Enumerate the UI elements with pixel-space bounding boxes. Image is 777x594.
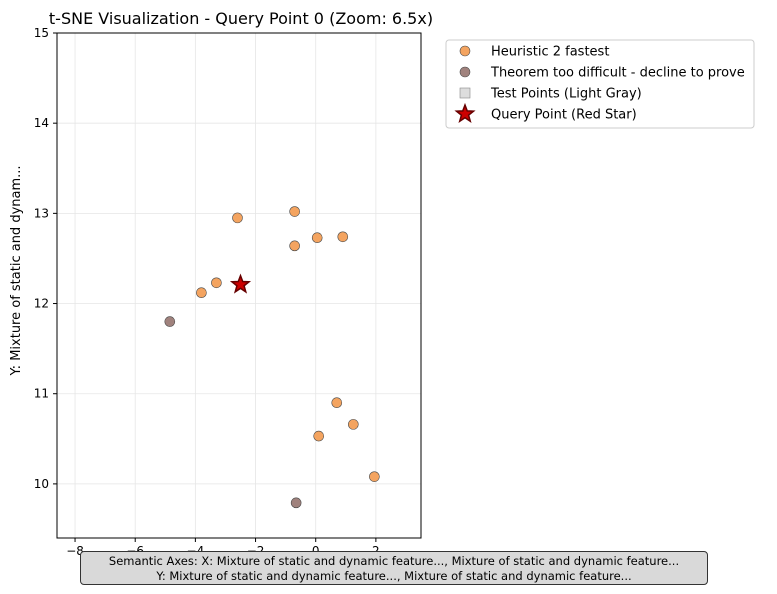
data-point	[211, 277, 222, 289]
data-point	[289, 206, 300, 217]
legend-star-marker	[454, 102, 476, 124]
data-point	[196, 287, 207, 299]
data-point	[164, 316, 176, 327]
y-axis-label: Y: Mixture of static and dynam...	[9, 165, 24, 376]
legend-circle-marker	[459, 66, 471, 78]
query-point-star	[229, 273, 252, 294]
legend-entry-label: Test Points (Light Gray)	[490, 87, 642, 102]
legend-entry-label: Query Point (Red Star)	[491, 108, 637, 123]
y-tick-label: 15	[34, 26, 49, 40]
legend-box	[445, 39, 755, 129]
caption-line-x: Semantic Axes: X: Mixture of static and …	[108, 554, 680, 568]
legend: Heuristic 2 fastest Theorem too difficult…	[445, 39, 755, 129]
y-tick-label: 12	[34, 297, 49, 311]
data-point	[313, 430, 325, 442]
data-point	[348, 419, 359, 430]
plot-frame	[56, 32, 422, 539]
legend-circle-marker	[459, 45, 471, 57]
data-point	[369, 471, 380, 482]
legend-square-marker	[459, 87, 471, 99]
semantic-axes-caption: Semantic Axes: X: Mixture of static and …	[80, 551, 708, 585]
y-tick-label: 11	[34, 387, 49, 401]
y-tick-label: 10	[34, 477, 49, 491]
data-point	[289, 240, 300, 252]
x-tick-label: −8	[66, 544, 84, 558]
data-point	[337, 231, 349, 243]
axis-ticks: −8−6−4−202101112131415	[34, 26, 380, 558]
data-point	[232, 212, 243, 224]
legend-entry-label: Theorem too difficult - decline to prove	[490, 66, 745, 81]
caption-line-y: Y: Mixture of static and dynamic feature…	[156, 569, 632, 583]
data-points	[164, 206, 380, 509]
legend-entry-label: Heuristic 2 fastest	[491, 45, 609, 60]
data-point	[331, 397, 343, 409]
y-tick-label: 14	[34, 116, 49, 130]
data-point	[290, 497, 302, 509]
data-point	[311, 232, 323, 244]
chart-title: t-SNE Visualization - Query Point 0 (Zoo…	[49, 9, 433, 28]
y-tick-label: 13	[34, 206, 49, 220]
